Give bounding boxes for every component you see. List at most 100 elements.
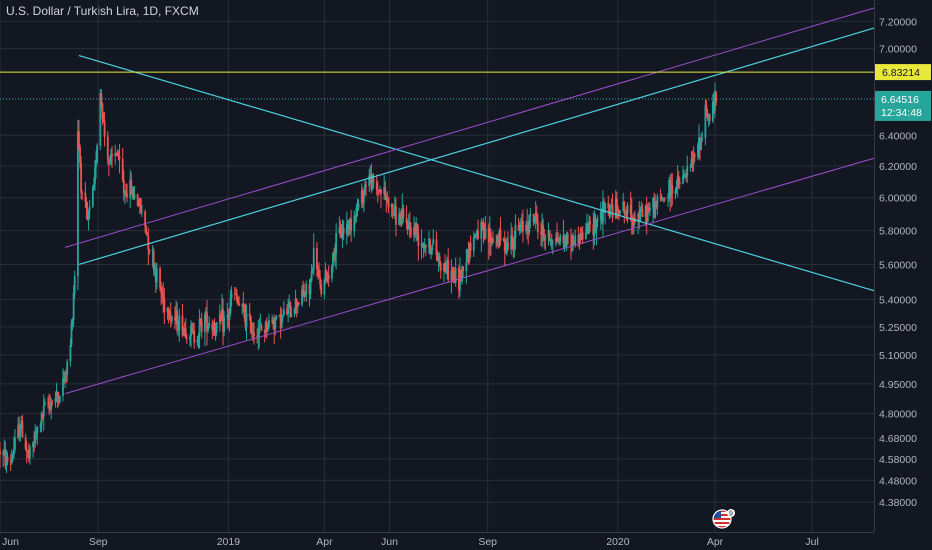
candle-body (183, 328, 186, 329)
candle-body (528, 214, 531, 233)
candle-body (6, 456, 9, 463)
candle-body (588, 221, 590, 234)
candle-body (107, 159, 110, 162)
candle-body (50, 402, 53, 410)
candle-body (362, 190, 365, 203)
candle-body (340, 235, 343, 237)
candle-body (148, 249, 151, 252)
time-axis[interactable]: Jun Sep 2019 Apr Jun Sep 2020 Apr Jul (0, 532, 874, 549)
candle-body (222, 309, 224, 332)
candle-body (57, 397, 60, 403)
candle-body (630, 213, 633, 221)
candle-body (357, 203, 360, 208)
candle-body (88, 206, 91, 211)
candle-body (580, 232, 583, 240)
candle-body (685, 175, 688, 177)
candle-body (253, 333, 255, 337)
candle-body (278, 314, 281, 316)
candle-body (200, 321, 203, 333)
candle-body (492, 238, 494, 243)
candle-body (510, 235, 513, 250)
candle-body (683, 175, 685, 177)
candle-body (10, 458, 13, 463)
candle-body (78, 131, 80, 147)
candle-body (499, 230, 502, 241)
candle-body (690, 158, 693, 167)
candle-body (174, 316, 176, 321)
candle-body (437, 256, 440, 261)
candle-body (77, 131, 79, 277)
candle-body (704, 104, 707, 139)
candle-body (138, 198, 141, 207)
candle-body (265, 321, 268, 331)
candle-body (564, 236, 567, 247)
candle-body (12, 449, 15, 455)
candle-body (640, 208, 643, 210)
candle-body (689, 166, 692, 168)
candle-body (466, 249, 469, 263)
candle-body (213, 326, 216, 330)
candle-body (670, 185, 673, 198)
candle-body (146, 232, 149, 236)
candle-body (33, 441, 36, 444)
candle-body (365, 184, 367, 187)
candle-body (160, 287, 163, 293)
candle-body (96, 145, 99, 163)
candle-body (355, 207, 358, 217)
candle-body (395, 205, 397, 225)
candle-body (80, 163, 83, 193)
candle-body (641, 208, 644, 217)
candle-body (4, 449, 7, 467)
candle-body (399, 213, 402, 224)
candle-body (257, 333, 260, 338)
candle-body (301, 289, 303, 305)
candle-body (715, 92, 717, 103)
candle-body (661, 198, 664, 200)
candle-body (207, 325, 209, 331)
candle-body (252, 332, 254, 334)
us-flag-icon[interactable]: 9 (712, 509, 736, 529)
candle-body (438, 256, 441, 264)
candle-body (129, 179, 132, 198)
candle-body (40, 413, 43, 425)
price-tick-label: 5.60000 (879, 259, 917, 271)
candle-body (287, 307, 290, 315)
candle-body (226, 314, 229, 317)
candle-body (136, 194, 139, 206)
candle-body (563, 236, 566, 244)
candle-body (316, 248, 318, 270)
candle-body (519, 224, 522, 228)
candle-body (66, 361, 69, 375)
candle-body (162, 296, 165, 299)
candle-body (91, 187, 94, 207)
candle-body (282, 309, 285, 316)
candle-body (578, 234, 581, 244)
price-tick-label: 4.68000 (879, 433, 917, 445)
candle-body (0, 450, 1, 455)
candle-body (360, 190, 363, 204)
price-axis[interactable]: 7.20000 7.00000 6.40000 6.20000 6.00000 5.800… (874, 0, 932, 550)
candle-body (338, 227, 341, 233)
candle-body (596, 219, 599, 222)
candle-body (465, 262, 468, 272)
candle-body (402, 208, 405, 218)
candle-body (229, 298, 232, 314)
candle-body (199, 318, 202, 322)
candle-body (451, 270, 454, 277)
candle-body (711, 101, 714, 122)
candle-body (593, 217, 596, 235)
candle-body (460, 270, 462, 281)
candle-body (417, 233, 420, 246)
trendline-purple (64, 157, 875, 395)
candle-body (79, 146, 81, 164)
candle-body (428, 239, 430, 248)
candle-body (369, 173, 372, 176)
candle-body (674, 190, 677, 194)
candle-body (512, 247, 515, 249)
candle-body (477, 230, 479, 239)
candle-body (495, 242, 498, 244)
price-tick-label: 4.80000 (879, 409, 917, 421)
candle-body (234, 293, 237, 295)
candle-body (325, 270, 328, 282)
